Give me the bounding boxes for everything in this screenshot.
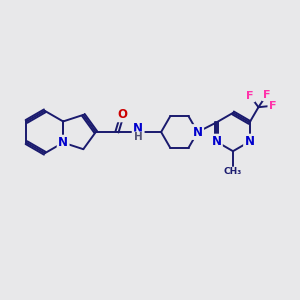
Text: N: N xyxy=(193,125,202,139)
Text: N: N xyxy=(212,135,221,148)
Text: N: N xyxy=(133,122,143,135)
Text: CH₃: CH₃ xyxy=(224,167,242,176)
Text: N: N xyxy=(58,136,68,149)
Text: O: O xyxy=(117,108,127,121)
Text: H: H xyxy=(134,132,143,142)
Text: N: N xyxy=(244,135,254,148)
Text: F: F xyxy=(263,90,270,100)
Text: F: F xyxy=(247,91,254,101)
Text: F: F xyxy=(269,101,276,111)
